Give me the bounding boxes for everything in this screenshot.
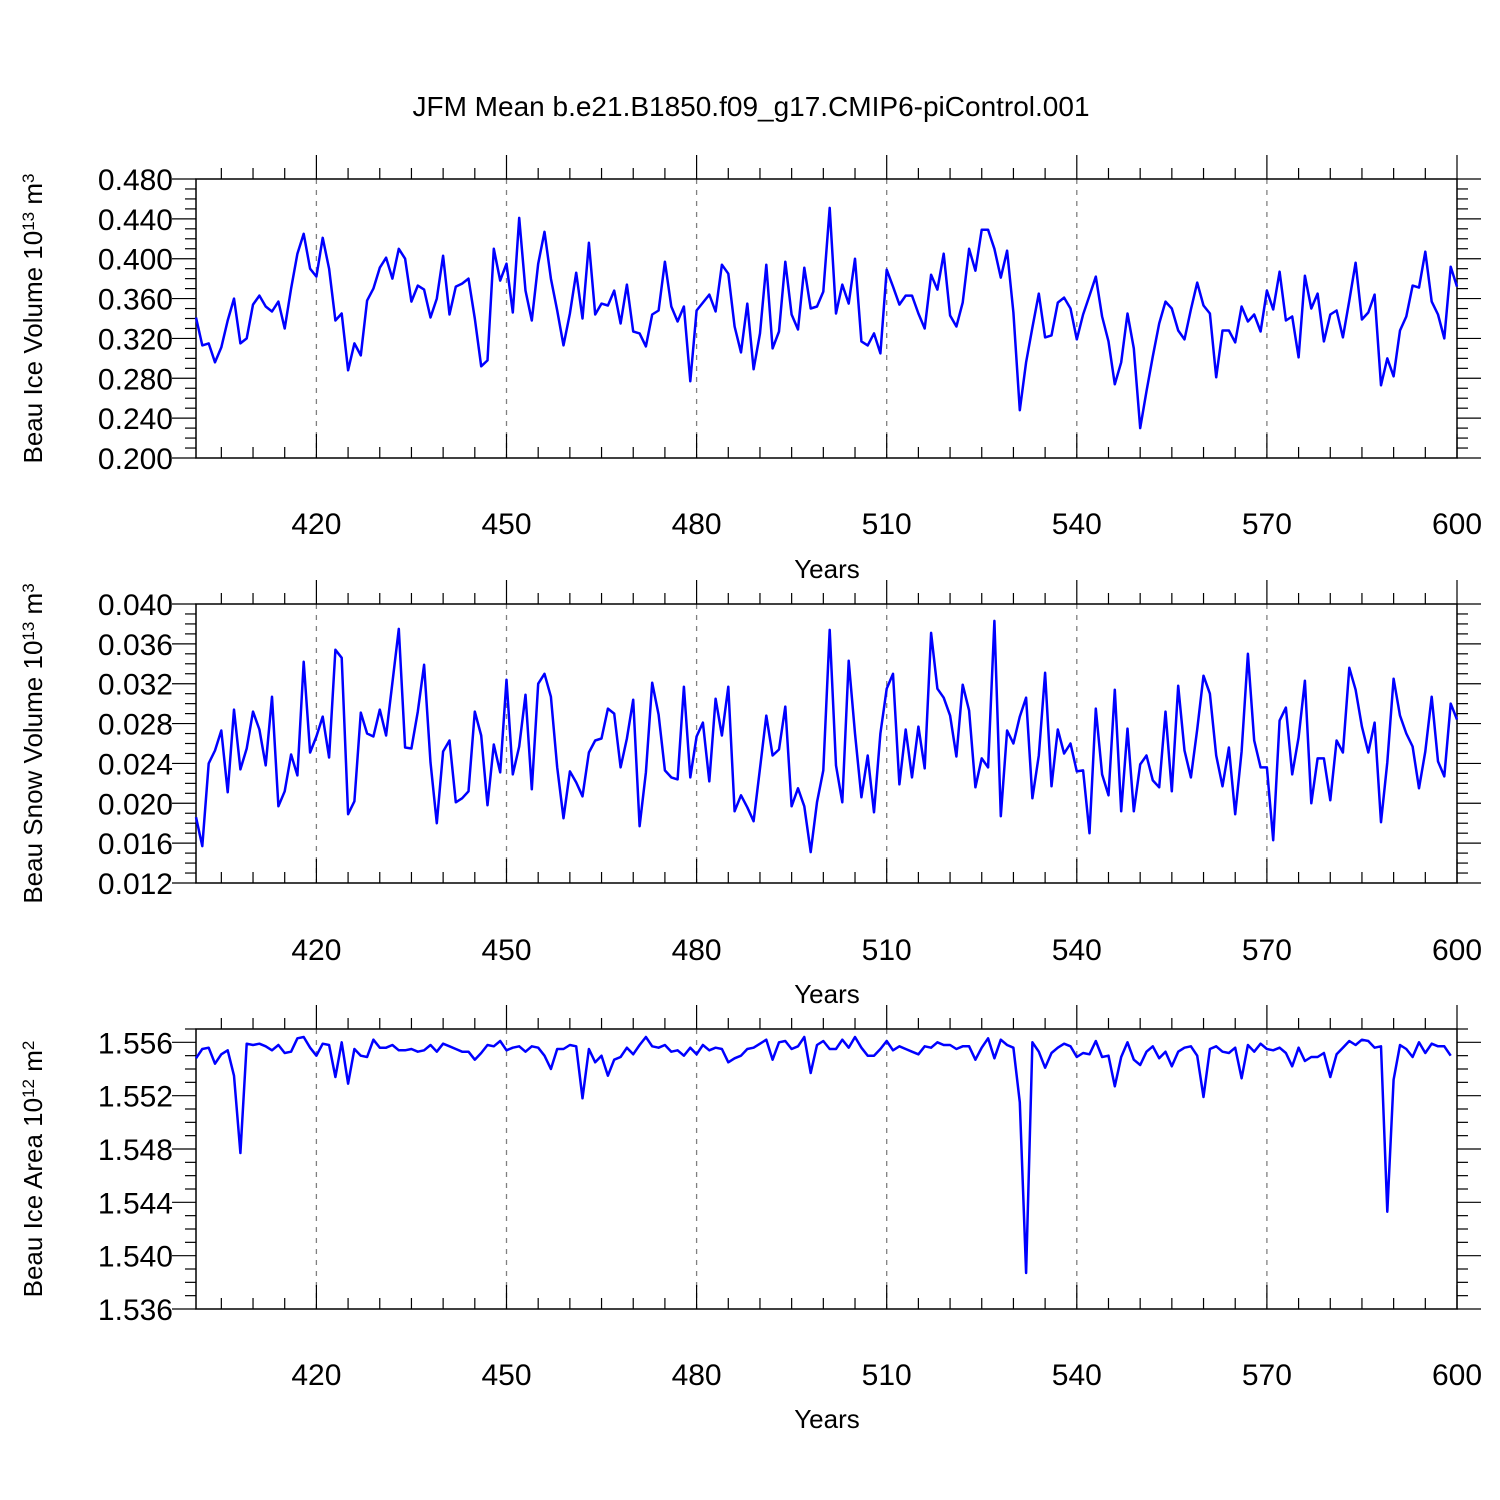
- y-tick-label: 0.440: [98, 204, 173, 237]
- y-axis-label-text: m: [18, 1050, 48, 1079]
- plot-frame: [195, 1028, 1458, 1310]
- data-series-line: [194, 1035, 1452, 1275]
- x-tick-label: 600: [1432, 508, 1482, 541]
- y-axis-label-superscript: 2: [19, 1041, 38, 1050]
- y-tick-label: 1.540: [98, 1241, 173, 1274]
- x-tick-label: 420: [291, 508, 341, 541]
- y-axis-label-superscript: 12: [19, 1079, 38, 1098]
- x-tick-label: 480: [672, 508, 722, 541]
- x-tick-label: 450: [481, 934, 531, 967]
- x-tick-label: 570: [1242, 1359, 1292, 1392]
- y-tick-label: 0.040: [98, 589, 173, 622]
- x-tick-label: 480: [672, 1359, 722, 1392]
- data-series-line: [194, 619, 1459, 854]
- figure-title: JFM Mean b.e21.B1850.f09_g17.CMIP6-piCon…: [412, 91, 1089, 122]
- x-tick-label: 420: [291, 1359, 341, 1392]
- y-tick-label: 1.544: [98, 1187, 173, 1220]
- y-axis-label-superscript: 13: [19, 212, 38, 231]
- y-axis-label-text: Beau Snow Volume 10: [18, 641, 48, 904]
- x-tick-label: 570: [1242, 508, 1292, 541]
- y-axis-label-text: m: [18, 593, 48, 622]
- x-tick-label: 480: [672, 934, 722, 967]
- x-axis-label: Years: [794, 1404, 860, 1434]
- y-axis-label-text: Beau Ice Area 10: [18, 1098, 48, 1297]
- panel-ice-volume: 420 450 480 510 540 570 600 0.200 0.240 0.280 0.32…: [18, 155, 1482, 584]
- x-tick-label: 570: [1242, 934, 1292, 967]
- y-tick-label: 0.200: [98, 443, 173, 476]
- plot-frame: [195, 603, 1458, 884]
- y-tick-label: 1.548: [98, 1134, 173, 1167]
- y-axis-label: Beau Ice Area 1012 m2: [18, 1041, 48, 1298]
- x-tick-label: 540: [1052, 934, 1102, 967]
- data-series-line: [194, 206, 1459, 430]
- x-tick-label: 600: [1432, 934, 1482, 967]
- x-tick-label: 540: [1052, 1359, 1102, 1392]
- y-axis-label: Beau Snow Volume 1013 m3: [18, 583, 48, 903]
- plot-frame: [195, 178, 1458, 459]
- y-axis-label-superscript: 3: [19, 174, 38, 183]
- x-tick-label: 510: [862, 1359, 912, 1392]
- y-tick-label: 0.360: [98, 284, 173, 317]
- y-tick-label: 1.556: [98, 1027, 173, 1060]
- y-tick-label: 1.536: [98, 1294, 173, 1327]
- x-tick-label: 450: [481, 1359, 531, 1392]
- panel-snow-volume: 420 450 480 510 540 570 600 0.012 0.016 0.020 0.02…: [18, 580, 1482, 1009]
- y-tick-label: 0.016: [98, 828, 173, 861]
- x-tick-label: 420: [291, 934, 341, 967]
- y-axis-label-text: m: [18, 183, 48, 212]
- y-tick-label: 0.320: [98, 323, 173, 356]
- y-tick-label: 0.036: [98, 629, 173, 662]
- y-tick-label: 0.012: [98, 868, 173, 901]
- y-tick-label: 0.032: [98, 669, 173, 702]
- x-tick-label: 510: [862, 934, 912, 967]
- y-tick-label: 0.024: [98, 748, 173, 781]
- x-axis-label: Years: [794, 554, 860, 584]
- y-tick-label: 0.020: [98, 788, 173, 821]
- y-axis-label-superscript: 3: [19, 583, 38, 592]
- x-tick-label: 540: [1052, 508, 1102, 541]
- y-tick-label: 0.480: [98, 164, 173, 197]
- y-axis-label-superscript: 13: [19, 622, 38, 641]
- y-axis-label-text: Beau Ice Volume 10: [18, 231, 48, 464]
- x-axis-label: Years: [794, 979, 860, 1009]
- y-axis-label: Beau Ice Volume 1013 m3: [18, 174, 48, 464]
- x-tick-label: 510: [862, 508, 912, 541]
- y-tick-label: 0.028: [98, 709, 173, 742]
- x-tick-label: 600: [1432, 1359, 1482, 1392]
- y-tick-label: 0.400: [98, 244, 173, 277]
- x-tick-label: 450: [481, 508, 531, 541]
- y-tick-label: 0.280: [98, 363, 173, 396]
- y-tick-label: 0.240: [98, 403, 173, 436]
- y-tick-label: 1.552: [98, 1081, 173, 1114]
- panel-ice-area: 420 450 480 510 540 570 600 1.536 1.540 1.544 1.54…: [18, 1005, 1482, 1434]
